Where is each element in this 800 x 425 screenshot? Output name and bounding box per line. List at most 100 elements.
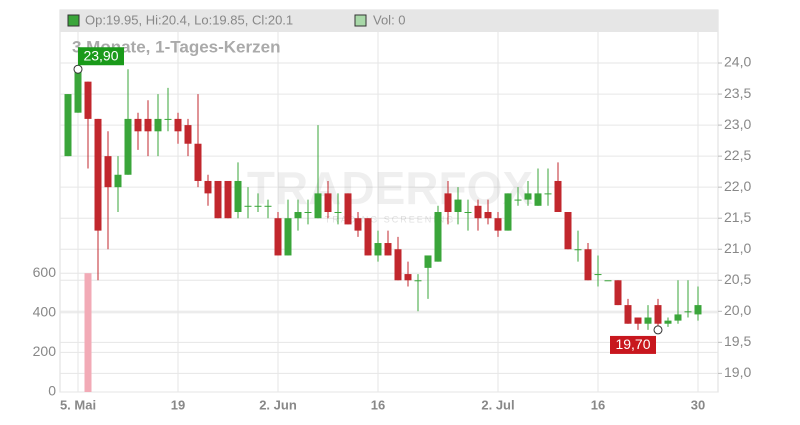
legend-swatch <box>354 14 367 27</box>
annotation-box <box>610 335 656 354</box>
watermark: TRADERFOX <box>247 162 534 214</box>
candle-body <box>584 249 592 281</box>
candle-body <box>634 317 642 324</box>
candle-body <box>444 193 452 212</box>
y-tick-label: 21,5 <box>724 209 751 225</box>
candle-body <box>684 311 692 313</box>
candle-body <box>254 205 262 207</box>
candle-body <box>544 193 552 195</box>
candle-body <box>194 143 202 181</box>
candle-body <box>84 81 92 119</box>
x-tick-label: 16 <box>371 397 385 412</box>
candle-body <box>554 180 562 212</box>
candle-body <box>284 218 292 256</box>
y-tick-label: 23,0 <box>724 116 751 132</box>
legend-volume: Vol: 0 <box>373 12 406 27</box>
candle-body <box>224 180 232 219</box>
y-tick-label: 24,0 <box>724 54 751 70</box>
x-tick-label: 16 <box>591 397 605 412</box>
candle-body <box>64 94 72 157</box>
y-tick-label: 20,5 <box>724 271 751 287</box>
candle-body <box>394 249 402 281</box>
x-tick-label: 5. Mai <box>60 397 96 412</box>
y-tick-label: 21,0 <box>724 240 751 256</box>
legend-band <box>60 10 718 32</box>
volume-bar <box>84 273 92 392</box>
annotation-label: 19,70 <box>615 336 650 352</box>
candle-body <box>674 314 682 321</box>
candle-body <box>184 125 192 144</box>
candle-body <box>114 174 122 188</box>
annotation-label: 23,90 <box>83 47 118 63</box>
candle-body <box>534 193 542 206</box>
candle-body <box>344 193 352 225</box>
candle-body <box>324 193 332 212</box>
candle-body <box>524 193 532 200</box>
candle-body <box>604 280 612 282</box>
y-tick-label: 22,0 <box>724 178 751 194</box>
candle-body <box>514 199 522 201</box>
candle-body <box>94 118 102 231</box>
plot-frame <box>59 9 719 393</box>
candle-body <box>244 205 252 207</box>
annotation-box <box>78 47 124 66</box>
candle-body <box>384 243 392 256</box>
x-tick-label: 19 <box>171 397 185 412</box>
legend-swatch <box>67 14 80 27</box>
candle-body <box>144 118 152 132</box>
candle-body <box>564 212 572 250</box>
candle-body <box>574 249 582 251</box>
candle-body <box>624 305 632 324</box>
x-tick-label: 30 <box>691 397 705 412</box>
candle-body <box>354 218 362 231</box>
candle-body <box>314 193 322 219</box>
y2-tick-label: 600 <box>33 264 57 280</box>
candle-body <box>504 193 512 231</box>
candle-body <box>134 118 142 132</box>
candle-body <box>294 212 302 219</box>
x-tick-label: 2. Jun <box>259 397 297 412</box>
candle-body <box>654 305 662 324</box>
candle-body <box>334 212 342 213</box>
candle-body <box>124 118 132 175</box>
candle-body <box>494 218 502 231</box>
candle-body <box>274 218 282 256</box>
candle-body <box>594 274 602 276</box>
candle-body <box>614 280 622 306</box>
y-tick-label: 19,0 <box>724 364 751 380</box>
candle-body <box>204 180 212 194</box>
candle-body <box>264 205 272 207</box>
candle-body <box>234 180 242 212</box>
y-tick-label: 22,5 <box>724 147 751 163</box>
candle-body <box>104 156 112 188</box>
candle-body <box>424 255 432 268</box>
candle-body <box>154 118 162 132</box>
candle-body <box>454 199 462 212</box>
y2-tick-label: 200 <box>33 343 57 359</box>
candle-body <box>374 243 382 256</box>
candle-body <box>174 118 182 132</box>
annotation-marker <box>653 325 663 335</box>
candle-body <box>164 118 172 120</box>
subtitle: 3 Monate, 1-Tages-Kerzen <box>72 37 280 56</box>
x-tick-label: 2. Jul <box>481 397 514 412</box>
candle-body <box>474 205 482 219</box>
y2-tick-label: 400 <box>33 304 57 320</box>
legend-ohlc: Op:19.95, Hi:20.4, Lo:19.85, Cl:20.1 <box>85 12 293 27</box>
candle-body <box>484 212 492 219</box>
candle-body <box>364 218 372 256</box>
candle-body <box>74 69 82 113</box>
candle-body <box>414 280 422 282</box>
candle-body <box>694 305 702 315</box>
candle-body <box>644 317 652 324</box>
candle-body <box>664 320 672 324</box>
candle-body <box>304 212 312 213</box>
candle-body <box>464 212 472 213</box>
y-tick-label: 23,5 <box>724 85 751 101</box>
watermark-sub: TRADING SCREENING <box>325 214 456 224</box>
y-tick-label: 19,5 <box>724 333 751 349</box>
candle-body <box>214 180 222 219</box>
candle-body <box>404 274 412 281</box>
